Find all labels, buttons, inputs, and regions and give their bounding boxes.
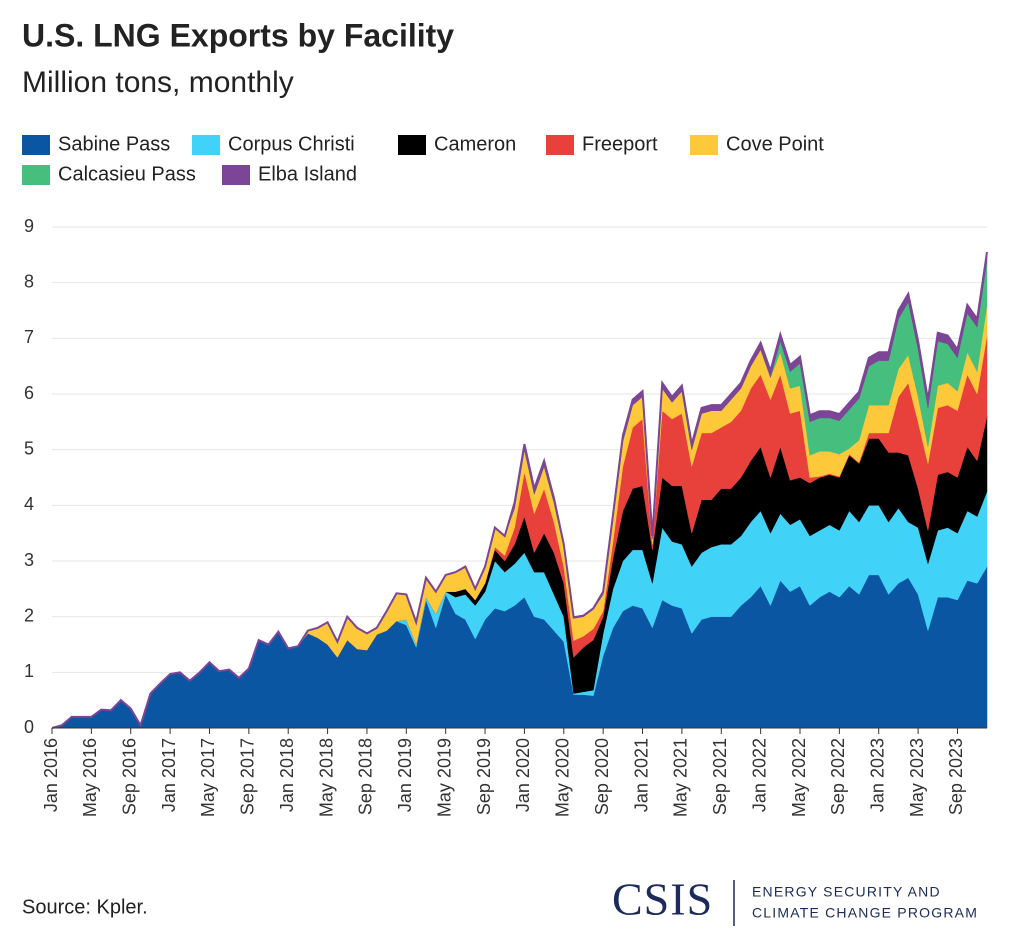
x-tick-label: Jan 2023 xyxy=(867,738,887,812)
y-tick-label: 8 xyxy=(24,271,34,291)
x-tick-label: Jan 2018 xyxy=(277,738,297,812)
legend-label: Elba Island xyxy=(258,163,357,185)
y-tick-label: 4 xyxy=(24,494,34,514)
y-tick-label: 7 xyxy=(24,327,34,347)
x-tick-label: May 2017 xyxy=(198,738,218,817)
y-tick-label: 1 xyxy=(24,661,34,681)
legend-label: Freeport xyxy=(582,133,658,155)
y-tick-label: 3 xyxy=(24,550,34,570)
x-tick-label: Jan 2021 xyxy=(631,738,651,812)
chart-title: U.S. LNG Exports by Facility xyxy=(22,17,454,53)
legend-label: Calcasieu Pass xyxy=(58,163,196,185)
legend-swatch xyxy=(22,165,50,185)
x-tick-label: Jan 2017 xyxy=(159,738,179,812)
program-name: ENERGY SECURITY AND xyxy=(752,884,941,900)
x-tick-label: May 2022 xyxy=(789,738,809,817)
y-tick-label: 5 xyxy=(24,438,34,458)
x-tick-label: Jan 2016 xyxy=(41,738,61,812)
y-tick-label: 2 xyxy=(24,605,34,625)
legend-label: Sabine Pass xyxy=(58,133,170,155)
x-tick-label: Sep 2016 xyxy=(119,738,139,815)
program-name: CLIMATE CHANGE PROGRAM xyxy=(752,905,978,921)
x-tick-label: May 2019 xyxy=(434,738,454,817)
y-tick-label: 6 xyxy=(24,383,34,403)
x-tick-label: Sep 2018 xyxy=(356,738,376,815)
legend-swatch xyxy=(398,135,426,155)
area-outline xyxy=(51,251,988,729)
legend-swatch xyxy=(22,135,50,155)
x-tick-label: Sep 2019 xyxy=(474,738,494,815)
legend-swatch xyxy=(690,135,718,155)
x-tick-label: Jan 2020 xyxy=(513,738,533,812)
x-tick-label: Jan 2022 xyxy=(749,738,769,812)
legend-label: Corpus Christi xyxy=(228,133,355,155)
x-tick-label: Sep 2020 xyxy=(592,738,612,815)
x-tick-label: Sep 2023 xyxy=(946,738,966,815)
x-tick-label: May 2018 xyxy=(316,738,336,817)
chart-subtitle: Million tons, monthly xyxy=(22,66,294,99)
x-tick-label: May 2021 xyxy=(671,738,691,817)
legend-label: Cove Point xyxy=(726,133,824,155)
legend-swatch xyxy=(222,165,250,185)
x-tick-label: May 2020 xyxy=(553,738,573,817)
legend-swatch xyxy=(546,135,574,155)
x-tick-label: Sep 2021 xyxy=(710,738,730,815)
source: Source: Kpler. xyxy=(22,896,148,918)
x-tick-label: Sep 2022 xyxy=(828,738,848,815)
legend-swatch xyxy=(192,135,220,155)
x-tick-label: Sep 2017 xyxy=(238,738,258,815)
x-tick-label: May 2023 xyxy=(907,738,927,817)
legend-label: Cameron xyxy=(434,133,516,155)
logo: CSIS xyxy=(612,874,713,925)
x-tick-label: Jan 2019 xyxy=(395,738,415,812)
y-tick-label: 9 xyxy=(24,216,34,236)
x-tick-label: May 2016 xyxy=(80,738,100,817)
y-tick-label: 0 xyxy=(24,717,34,737)
